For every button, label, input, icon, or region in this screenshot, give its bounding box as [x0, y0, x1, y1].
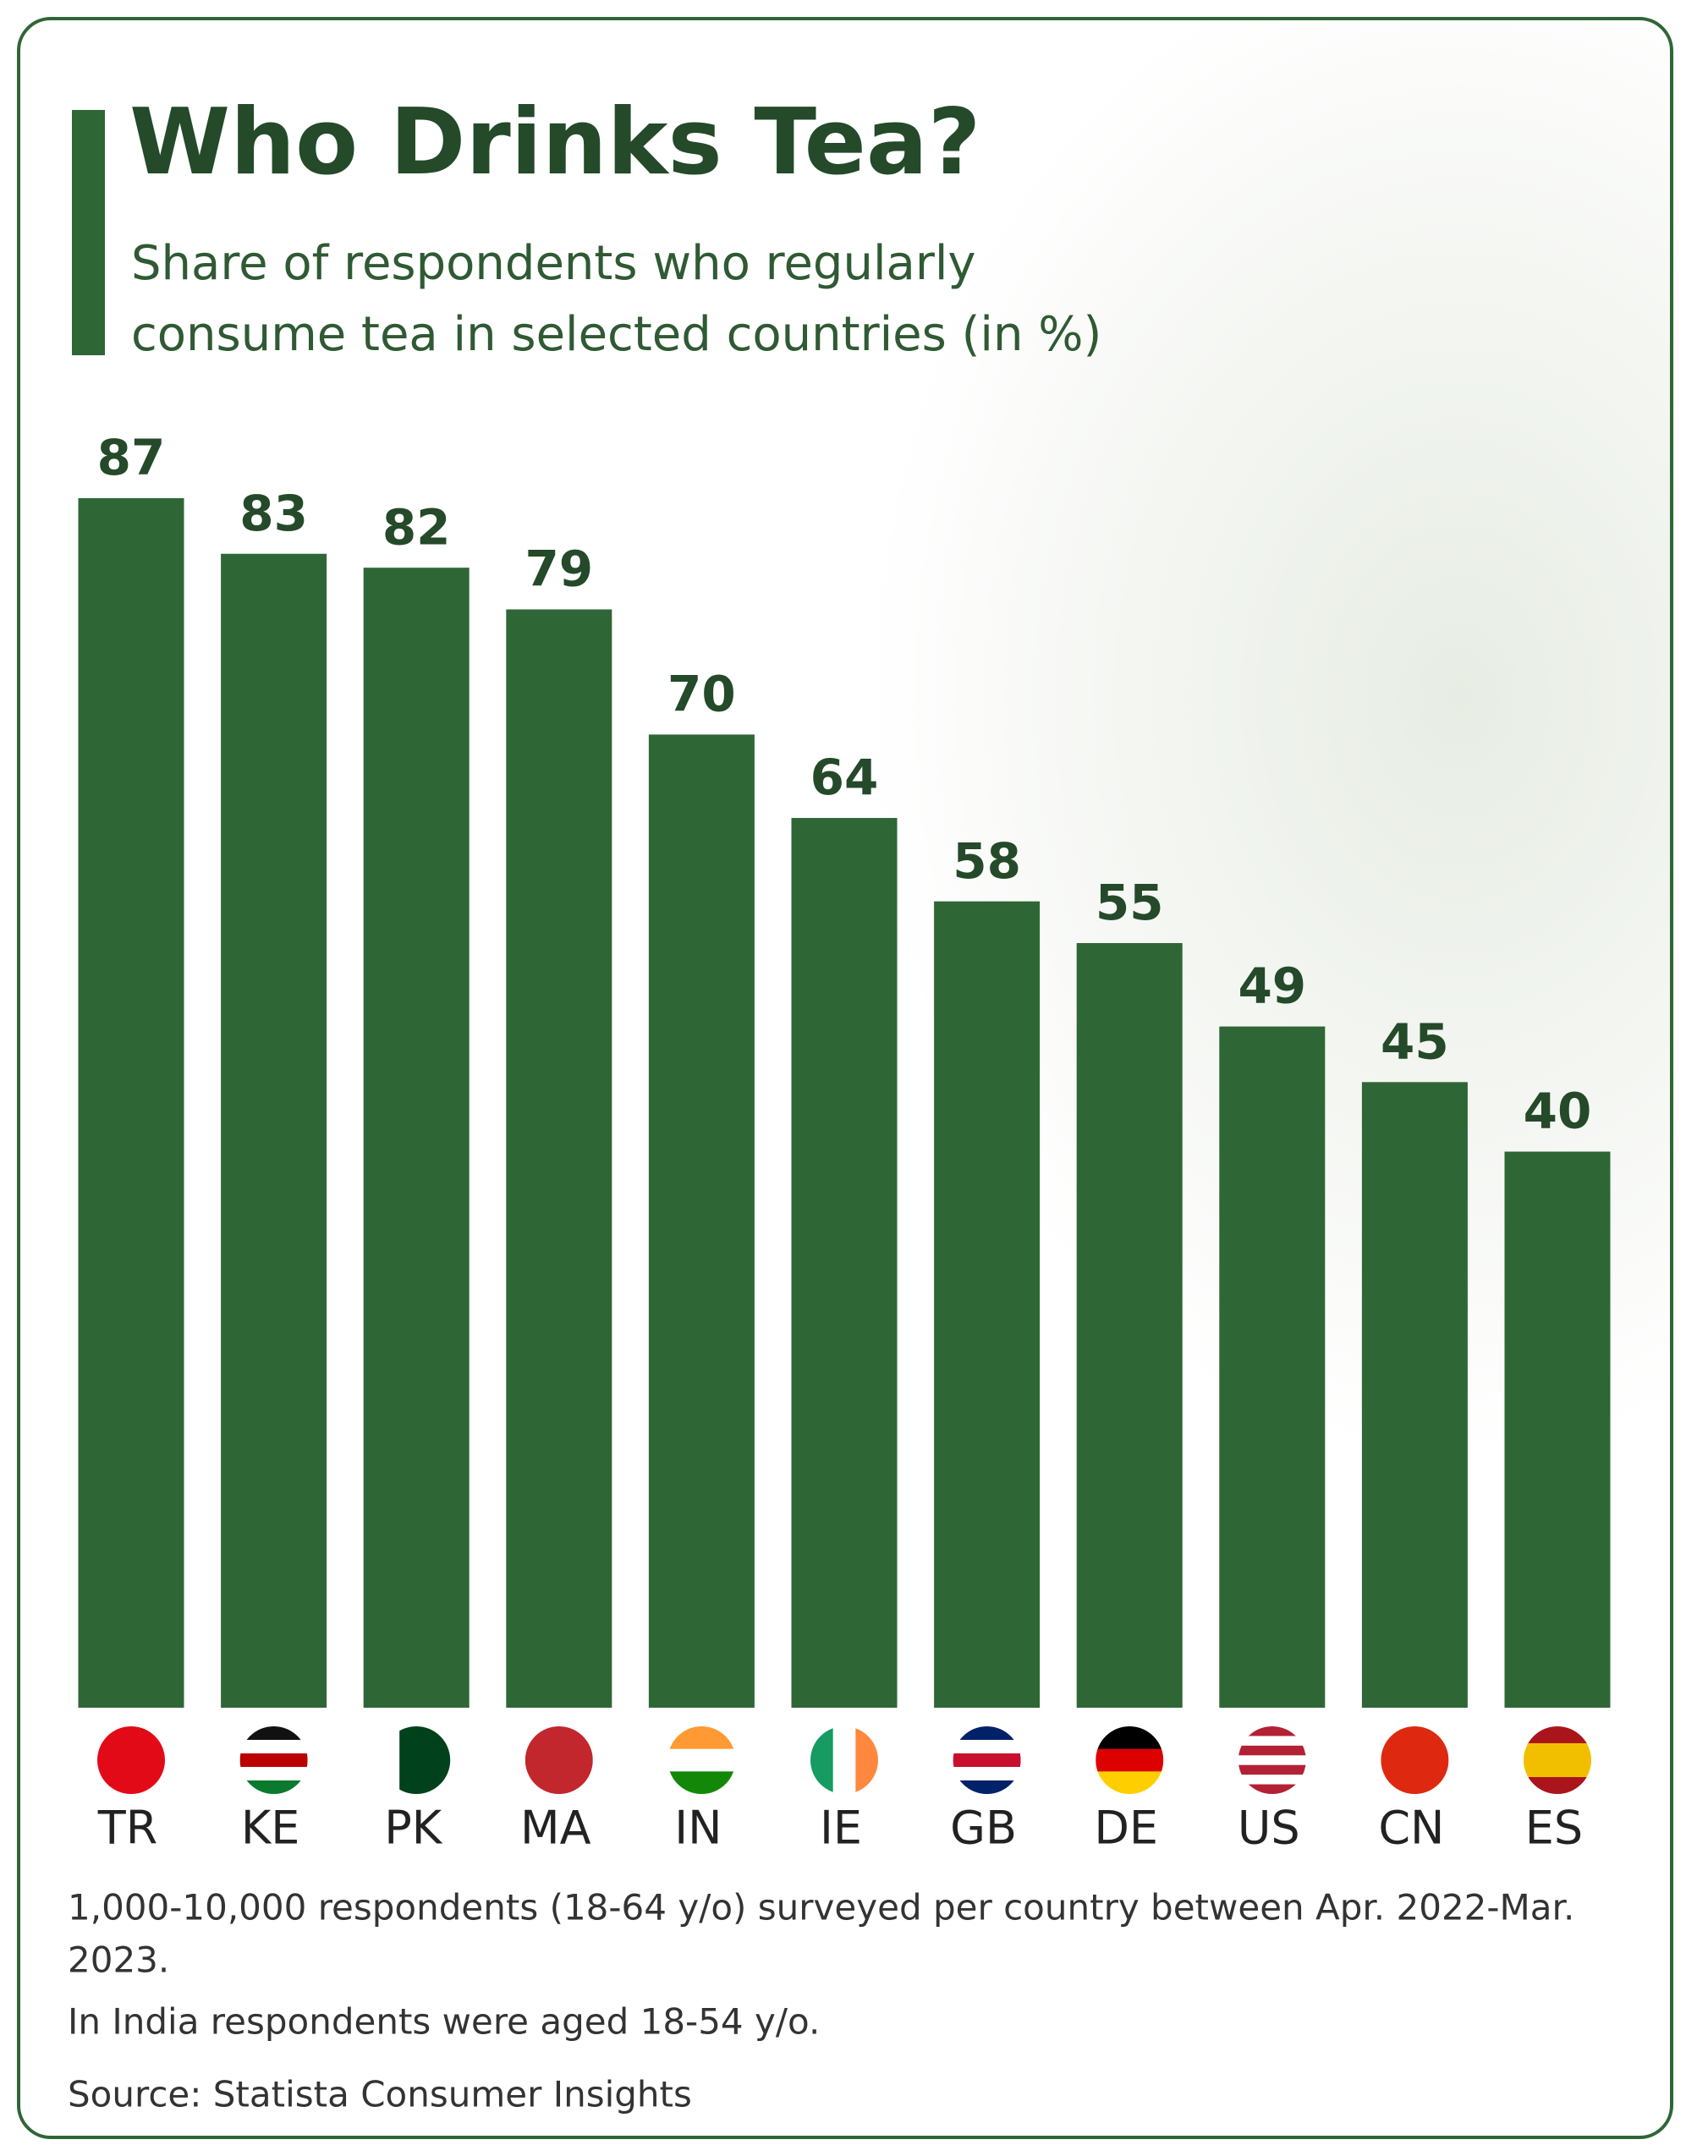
- value-label: 83: [239, 485, 308, 542]
- flag-stripe: [239, 1767, 308, 1781]
- flag-stripe: [1238, 1745, 1306, 1756]
- bar: [78, 498, 184, 1708]
- bar: [506, 609, 612, 1708]
- value-label: 55: [1096, 874, 1164, 931]
- x-tick-label: MA: [520, 1802, 591, 1855]
- x-tick-label: ES: [1525, 1802, 1583, 1855]
- flag-icon: [1238, 1726, 1306, 1794]
- flag-icon: [810, 1726, 878, 1794]
- title-accent: [72, 110, 105, 355]
- flag-stripe: [97, 1726, 165, 1794]
- flag-icon: [97, 1726, 165, 1794]
- bar: [363, 568, 470, 1709]
- x-tick-label: KE: [241, 1802, 300, 1855]
- flag-stripe: [433, 1726, 451, 1794]
- flag-stripe: [239, 1726, 308, 1741]
- flag-stripe: [1381, 1726, 1449, 1794]
- flag-stripe: [1238, 1736, 1306, 1747]
- x-tick-label: IN: [674, 1802, 722, 1855]
- flag-stripe: [524, 1726, 593, 1794]
- flag-stripe: [1524, 1743, 1591, 1761]
- flag-stripe: [239, 1740, 308, 1754]
- bar: [221, 553, 327, 1709]
- flag-icon: [1096, 1726, 1164, 1794]
- flag-stripe: [399, 1726, 417, 1794]
- flag-stripe: [1238, 1755, 1306, 1766]
- flag-stripe: [1238, 1784, 1306, 1794]
- flag-icon: [667, 1726, 736, 1794]
- flag-stripe: [1096, 1726, 1164, 1750]
- flag-stripe: [1096, 1771, 1164, 1794]
- footnote: 2023.: [68, 1939, 169, 1981]
- value-label: 49: [1238, 957, 1306, 1015]
- flag-stripe: [953, 1753, 1021, 1768]
- bar: [1076, 942, 1183, 1708]
- flag-stripe: [667, 1748, 736, 1772]
- bar: [934, 901, 1041, 1708]
- flag-icon: [524, 1726, 593, 1794]
- value-label: 82: [382, 498, 451, 556]
- flag-stripe: [1524, 1777, 1591, 1794]
- flag-stripe: [953, 1726, 1021, 1741]
- bar: [1219, 1026, 1326, 1708]
- flag-stripe: [1238, 1775, 1306, 1786]
- source: Source: Statista Consumer Insights: [68, 2074, 692, 2115]
- flag-icon: [953, 1726, 1021, 1794]
- x-tick-label: IE: [820, 1802, 862, 1855]
- bar: [648, 734, 755, 1708]
- flag-stripe: [667, 1726, 736, 1750]
- flag-icon: [1381, 1726, 1449, 1794]
- bar: [1504, 1151, 1611, 1708]
- flag-stripe: [239, 1753, 308, 1768]
- x-tick-label: US: [1238, 1802, 1300, 1855]
- value-label: 40: [1524, 1083, 1592, 1140]
- flag-stripe: [1238, 1764, 1306, 1775]
- value-label: 64: [810, 749, 879, 806]
- x-tick-label: TR: [97, 1802, 158, 1855]
- bar: [1361, 1082, 1468, 1708]
- flag-icon: [1524, 1726, 1591, 1794]
- flag-stripe: [416, 1726, 434, 1794]
- bar: [791, 818, 898, 1709]
- flag-stripe: [667, 1771, 736, 1794]
- x-tick-label: DE: [1094, 1802, 1158, 1855]
- value-label: 70: [667, 666, 736, 723]
- flag-stripe: [239, 1780, 308, 1794]
- chart-title: Who Drinks Tea?: [129, 90, 981, 195]
- value-label: 58: [953, 832, 1021, 890]
- flag-stripe: [832, 1726, 856, 1794]
- flag-stripe: [810, 1726, 834, 1794]
- flag-stripe: [382, 1726, 400, 1794]
- value-label: 79: [524, 540, 593, 598]
- value-label: 87: [97, 429, 166, 486]
- flag-stripe: [953, 1740, 1021, 1754]
- flag-icon: [239, 1726, 308, 1794]
- x-tick-label: CN: [1378, 1802, 1444, 1855]
- flag-stripe: [953, 1780, 1021, 1794]
- footnote: In India respondents were aged 18-54 y/o…: [68, 2001, 820, 2043]
- value-label: 45: [1381, 1012, 1449, 1070]
- flag-icon: [382, 1726, 451, 1794]
- flag-stripe: [953, 1767, 1021, 1781]
- footnote: 1,000-10,000 respondents (18-64 y/o) sur…: [68, 1887, 1574, 1928]
- flag-stripe: [1238, 1726, 1306, 1736]
- flag-stripe: [1524, 1760, 1591, 1778]
- flag-stripe: [1096, 1748, 1164, 1772]
- x-tick-label: GB: [950, 1802, 1017, 1855]
- flag-stripe: [855, 1726, 878, 1794]
- x-tick-label: PK: [384, 1802, 443, 1855]
- flag-stripe: [1524, 1726, 1591, 1744]
- chart-subtitle: Share of respondents who regularly consu…: [131, 236, 1102, 362]
